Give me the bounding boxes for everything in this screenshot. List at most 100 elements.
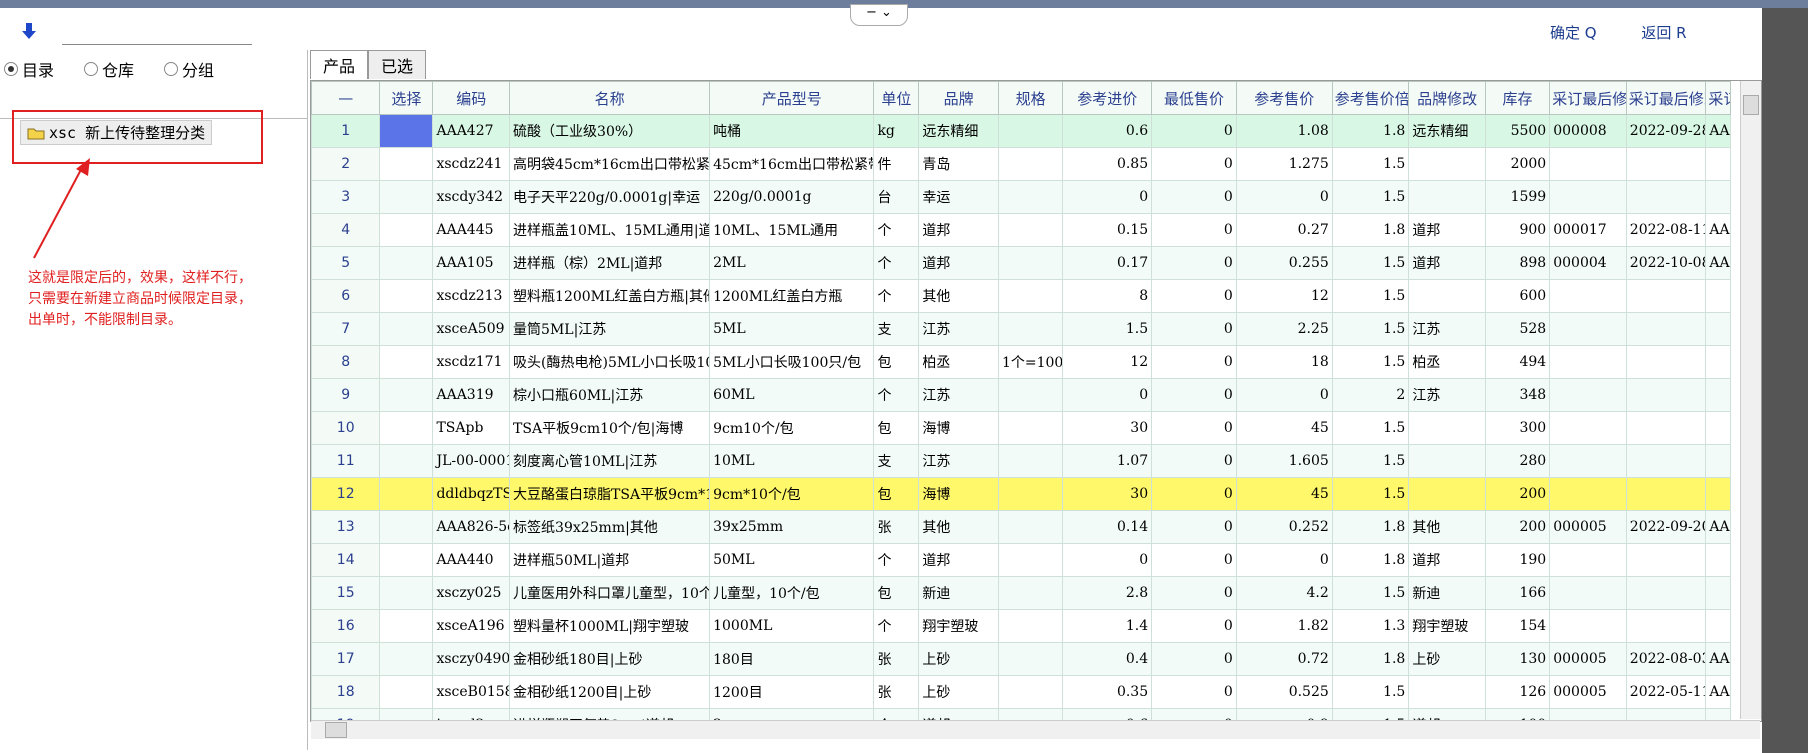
table-cell[interactable] xyxy=(379,543,434,577)
table-cell: 9 xyxy=(311,378,381,412)
table-cell[interactable] xyxy=(379,477,434,511)
table-cell: 个 xyxy=(873,609,920,643)
table-cell: 个 xyxy=(873,279,920,313)
table-cell: 898 xyxy=(1484,246,1551,280)
table-cell[interactable] xyxy=(379,675,434,709)
table-cell: 0 xyxy=(1151,246,1237,280)
column-header[interactable]: 参考售价倍率 xyxy=(1331,81,1410,115)
table-cell[interactable] xyxy=(379,708,434,721)
table-cell[interactable] xyxy=(379,411,434,445)
vertical-scrollbar[interactable] xyxy=(1740,81,1761,719)
column-header[interactable]: — xyxy=(311,81,381,115)
table-cell: 1.8 xyxy=(1331,213,1410,247)
table-cell: 2022-05-11 xyxy=(1625,675,1707,709)
table-row[interactable]: 19jxpnd2cm进样瓶塑四氟垫2cm|道邦2cm个道邦0.600.91.5道… xyxy=(311,708,1731,721)
table-cell[interactable] xyxy=(379,642,434,676)
table-row[interactable]: 12 ddldbqzTSApb大豆酪蛋白琼脂TSA平板9cm*10个/包|海博9c… xyxy=(311,477,1731,511)
table-cell xyxy=(1408,180,1486,214)
column-header[interactable]: 选择 xyxy=(379,81,434,115)
table-cell: xsceA196 xyxy=(432,609,511,643)
column-header[interactable]: 库存 xyxy=(1484,81,1551,115)
table-row[interactable]: 4 AAA445 进样瓶盖10ML、15ML通用|道邦 10ML、15ML通用个道邦 0… xyxy=(311,213,1731,247)
table-cell[interactable] xyxy=(379,576,434,610)
column-header[interactable]: 采订最后修改用户 xyxy=(1549,81,1627,115)
down-arrow-icon[interactable] xyxy=(20,22,38,40)
tab-bar: 产品 已选 xyxy=(310,50,427,79)
table-cell: 0 xyxy=(1151,708,1237,721)
table-row[interactable]: 10 TSApb TSA平板9cm10个/包|海博 9cm10个/包包海博 30 0 45 1… xyxy=(311,411,1731,445)
table-cell[interactable] xyxy=(379,147,434,181)
column-header[interactable]: 参考售价 xyxy=(1235,81,1333,115)
column-header[interactable]: 产品型号 xyxy=(709,81,875,115)
table-cell[interactable] xyxy=(379,345,434,379)
column-header[interactable]: 采订最后修改时间 xyxy=(1625,81,1707,115)
table-cell: 45cm*16cm出口带松紧带 xyxy=(709,147,875,181)
tree-node[interactable]: xsc 新上传待整理分类 xyxy=(20,120,213,145)
table-cell[interactable] xyxy=(379,312,434,346)
table-cell: 支 xyxy=(873,312,920,346)
table-row[interactable]: 1 AAA427 硫酸（工业级30%） 吨桶 kg 远东精细 0.6 0 1.08 1.8 远东精细… xyxy=(311,114,1731,148)
table-cell: 12 xyxy=(1062,345,1153,379)
table-row[interactable]: 3 xscdy342 电子天平220g/0.0001g|幸运 220g/0.0001g… xyxy=(311,180,1731,214)
column-header[interactable]: 编码 xyxy=(432,81,511,115)
table-cell: 2022-09-20 xyxy=(1625,510,1707,544)
tab[interactable]: 产品 xyxy=(310,50,369,79)
table-row[interactable]: 8 xscdz171吸头(酶热电枪)5ML小口长吸100只/包柏丞5ML小口长吸1… xyxy=(311,345,1731,379)
table-cell: 包 xyxy=(873,345,920,379)
collapse-handle[interactable]: − ⌄ xyxy=(850,4,908,26)
table-cell: 0 xyxy=(1151,114,1237,148)
table-cell[interactable] xyxy=(379,246,434,280)
table-cell xyxy=(1549,180,1627,214)
table-cell: 2.8 xyxy=(1062,576,1153,610)
back-button[interactable]: 返回 R xyxy=(1641,24,1687,42)
confirm-button[interactable]: 确定 Q xyxy=(1550,24,1597,42)
table-cell: 2 xyxy=(1331,378,1410,412)
table-row[interactable]: 6 xscdz213 塑料瓶1200ML红盖白方瓶|其他 1200ML红盖白方瓶个其他… xyxy=(311,279,1731,313)
table-cell: 0 xyxy=(1151,411,1237,445)
table-cell[interactable] xyxy=(379,114,434,148)
table-cell: 0 xyxy=(1151,279,1237,313)
column-header[interactable]: 品牌 xyxy=(918,81,999,115)
table-row[interactable]: 17 xsczy0490 金相砂纸180目|上砂 180目张上砂 0.4 0 0.72 1.8… xyxy=(311,642,1731,676)
table-row[interactable]: 7 xsceA509 量筒5ML|江苏 5ML 支江苏 1.5 0 2.25 1.5 江苏 528 xyxy=(311,312,1731,346)
table-cell: 0 xyxy=(1151,378,1237,412)
table-cell: AAA826-5c xyxy=(432,510,511,544)
table-cell[interactable] xyxy=(379,378,434,412)
table-cell[interactable] xyxy=(379,444,434,478)
table-row[interactable]: 14 AAA440 进样瓶50ML|道邦 50ML 个道邦 0 0 0 1.8 道邦 190 xyxy=(311,543,1731,577)
table-row[interactable]: 16 xsceA196 塑料量杯1000ML|翔宇塑玻 1000ML 个翔宇塑玻 1.4 0… xyxy=(311,609,1731,643)
table-cell: 翔宇塑玻 xyxy=(1408,609,1486,643)
column-header[interactable]: 参考进价 xyxy=(1062,81,1153,115)
table-cell[interactable] xyxy=(379,510,434,544)
table-cell: 大豆酪蛋白琼脂TSA平板9cm*10个/包|海博 xyxy=(509,477,711,511)
column-header[interactable]: 最低售价 xyxy=(1151,81,1237,115)
table-cell[interactable] xyxy=(379,279,434,313)
column-header[interactable]: 单位 xyxy=(873,81,920,115)
table-cell[interactable] xyxy=(379,609,434,643)
table-row[interactable]: 18 xsceB0158 金相砂纸1200目|上砂 1200目张上砂 0.35 0 0.52… xyxy=(311,675,1731,709)
table-cell[interactable] xyxy=(379,180,434,214)
table-row[interactable]: 2 xscdz241高明袋45cm*16cm出口带松紧带|青岛45cm*16cm出… xyxy=(311,147,1731,181)
table-row[interactable]: 15 xsczy025儿童医用外科口罩儿童型，10个/包|新迪儿童型，10个/包包… xyxy=(311,576,1731,610)
tab[interactable]: 已选 xyxy=(368,50,427,79)
radio-option[interactable]: 目录 xyxy=(4,57,54,81)
column-header[interactable]: 名称 xyxy=(509,81,711,115)
column-header[interactable]: 品牌修改 xyxy=(1408,81,1486,115)
radio-label: 仓库 xyxy=(102,61,135,80)
radio-option[interactable]: 仓库 xyxy=(84,57,134,81)
table-cell: JL-00-00018 xyxy=(432,444,511,478)
table-cell: 0 xyxy=(1151,510,1237,544)
table-row[interactable]: 13 AAA826-5c 标签纸39x25mm|其他 39x25mm 张其他 0.14 0 0… xyxy=(311,510,1731,544)
table-cell: 000005 xyxy=(1549,642,1627,676)
column-header[interactable]: 采订 xyxy=(1705,81,1731,115)
table-cell[interactable] xyxy=(379,213,434,247)
table-cell: 1.5 xyxy=(1331,576,1410,610)
table-row[interactable]: 9 AAA319 棕小口瓶60ML|江苏 60ML 个江苏 0 0 0 2 江苏 348 xyxy=(311,378,1731,412)
column-header[interactable]: 规格 xyxy=(997,81,1064,115)
horizontal-scrollbar[interactable] xyxy=(311,720,1760,739)
table-cell: AAA319 xyxy=(432,378,511,412)
window-edge xyxy=(1762,8,1808,753)
radio-option[interactable]: 分组 xyxy=(164,57,214,81)
table-row[interactable]: 5 AAA105 进样瓶（棕）2ML|道邦 2ML 个道邦 0.17 0 0.255 1.5 道邦… xyxy=(311,246,1731,280)
